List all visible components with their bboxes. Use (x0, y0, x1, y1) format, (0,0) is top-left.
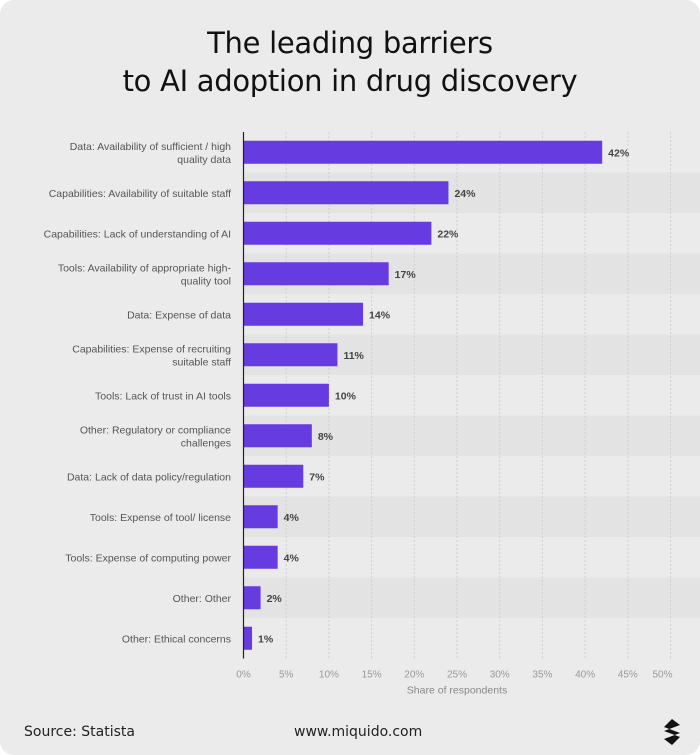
category-label: quality data (177, 154, 231, 166)
x-tick-label: 30% (490, 670, 510, 681)
bar (243, 140, 603, 164)
x-tick-label: 5% (279, 670, 294, 681)
category-label: Tools: Expense of tool/ license (90, 512, 231, 524)
category-label: Tools: Expense of computing power (65, 552, 231, 564)
bar (243, 181, 449, 205)
x-tick-label: 10% (319, 670, 339, 681)
category-label: suitable staff (172, 356, 231, 368)
category-label: Capabilities: Expense of recruiting (72, 343, 231, 355)
category-label: Other: Ethical concerns (122, 633, 231, 645)
data-label: 2% (267, 593, 283, 605)
x-tick-label: 25% (447, 670, 467, 681)
category-label: Data: Expense of data (127, 309, 231, 321)
bar (243, 343, 338, 367)
row-stripe (243, 415, 700, 456)
x-tick-label: 35% (532, 670, 552, 681)
data-label: 17% (395, 269, 417, 281)
data-label: 1% (258, 633, 274, 645)
bar (243, 302, 364, 326)
data-label: 10% (335, 390, 357, 402)
category-label: quality tool (181, 275, 231, 287)
title-line-1: The leading barriers (207, 26, 493, 60)
data-label: 14% (369, 309, 391, 321)
category-label: Tools: Availability of appropriate high- (58, 262, 232, 274)
data-label: 11% (343, 350, 364, 362)
x-tick-label: 40% (575, 670, 595, 681)
category-label: Data: Availability of sufficient / high (70, 141, 231, 153)
bar (243, 262, 389, 286)
bar-chart: 0% 5% 10% 15% 20% 25% 30% 35% 40% 45% 50% Share of … (43, 132, 700, 697)
data-label: 4% (284, 552, 300, 564)
row-stripe (243, 496, 700, 537)
data-label: 22% (437, 228, 459, 240)
category-label: Other: Regulatory or compliance (80, 424, 231, 436)
miquido-logo-icon (664, 719, 680, 745)
bar (243, 464, 304, 488)
data-label: 24% (454, 188, 476, 200)
category-label: Capabilities: Availability of suitable s… (49, 188, 231, 200)
x-tick-label: 20% (404, 670, 424, 681)
x-tick-label: 50% (652, 670, 672, 681)
bar (243, 586, 261, 610)
category-label: challenges (181, 437, 231, 449)
bar (243, 626, 253, 650)
row-stripe (243, 577, 700, 618)
data-label: 7% (309, 471, 325, 483)
category-label: Other: Other (173, 593, 232, 605)
website-link[interactable]: www.miquido.com (294, 724, 423, 740)
category-label: Tools: Lack of trust in AI tools (95, 390, 231, 402)
category-label: Capabilities: Lack of understanding of A… (44, 228, 231, 240)
bar (243, 383, 329, 407)
x-tick-label: 0% (236, 670, 251, 681)
x-tick-label: 15% (362, 670, 382, 681)
title-line-2: to AI adoption in drug discovery (122, 64, 578, 98)
data-label: 42% (608, 147, 630, 159)
bar (243, 221, 432, 245)
chart-title: The leading barriers to AI adoption in d… (0, 24, 700, 100)
x-tick-label: 45% (618, 670, 638, 681)
source-text: Source: Statista (24, 724, 135, 740)
bar (243, 505, 278, 529)
bar (243, 545, 278, 569)
x-axis-label: Share of respondents (407, 685, 507, 697)
category-label: Data: Lack of data policy/regulation (67, 471, 231, 483)
bar (243, 424, 312, 448)
data-label: 8% (318, 431, 334, 443)
data-label: 4% (284, 512, 300, 524)
